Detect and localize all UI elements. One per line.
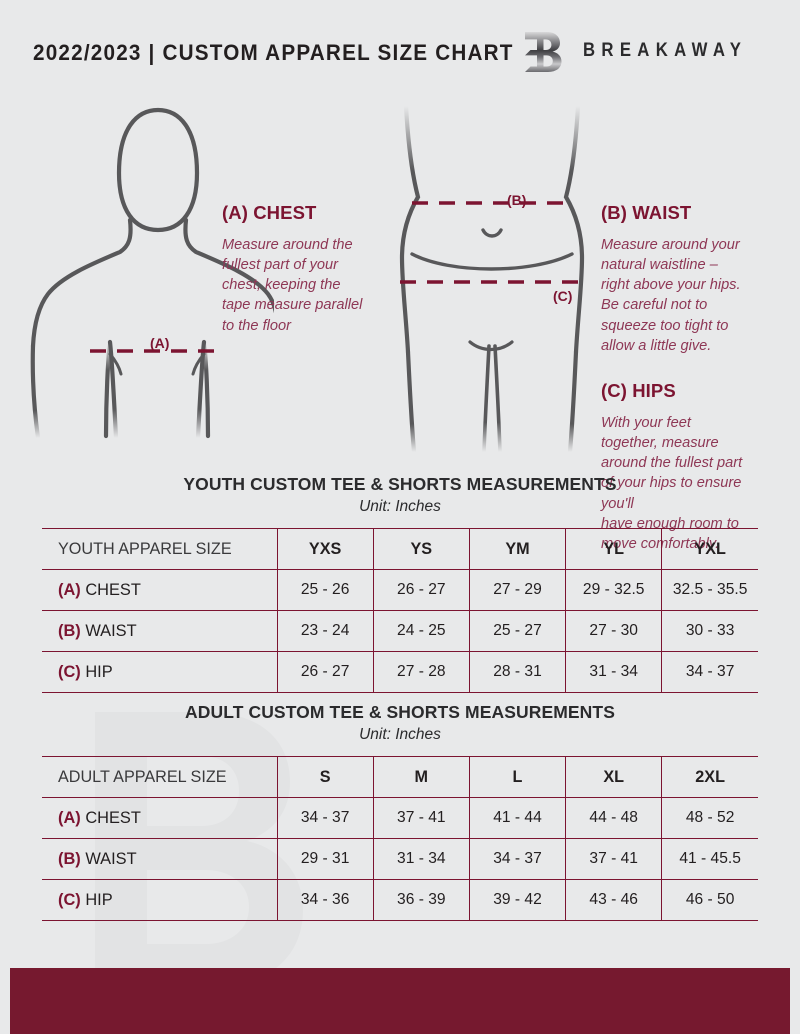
adult-measure-value: 44 - 48	[565, 797, 662, 839]
upper-body-figure	[30, 107, 274, 441]
youth-measure-value: 32.5 - 35.5	[661, 569, 758, 611]
adult-measure-value: 34 - 37	[468, 838, 566, 880]
measure-tag: (A)	[58, 580, 81, 599]
chest-marker-label: (A)	[150, 335, 170, 351]
youth-measure-value: 27 - 28	[372, 651, 470, 693]
youth-column-header: YM	[468, 528, 566, 570]
table-row: (B) WAIST 23 - 24 24 - 25 25 - 27 27 - 30 30 …	[42, 610, 758, 652]
youth-column-header: YS	[372, 528, 470, 570]
youth-section-title: YOUTH CUSTOM TEE & SHORTS MEASUREMENTS	[183, 474, 617, 494]
waist-marker-label: (B)	[507, 192, 527, 208]
youth-measure-value: 27 - 30	[565, 610, 662, 652]
adult-row-header-label: ADULT APPAREL SIZE	[42, 756, 278, 798]
adult-size-table: ADULT APPAREL SIZE S M L XL 2XL (A) CHEST 34 - …	[42, 756, 758, 921]
youth-section-unit: Unit: Inches	[359, 498, 441, 515]
adult-measure-label: (A) CHEST	[42, 797, 278, 839]
youth-measure-value: 26 - 27	[372, 569, 470, 611]
callout-chest-body: Measure around the fullest part of your …	[222, 237, 363, 334]
table-row: (C) HIP 26 - 27 27 - 28 28 - 31 31 - 34 34 - …	[42, 651, 758, 693]
table-row: (C) HIP 34 - 36 36 - 39 39 - 42 43 - 46 46 - …	[42, 879, 758, 921]
table-row: (A) CHEST 25 - 26 26 - 27 27 - 29 29 - 32.5 3…	[42, 569, 758, 611]
callout-waist-heading: (B) WAIST	[601, 202, 692, 223]
youth-measure-value: 31 - 34	[565, 651, 662, 693]
youth-size-table: YOUTH APPAREL SIZE YXS YS YM YL YXL (A) CHEST 2…	[42, 528, 758, 693]
adult-header-row: ADULT APPAREL SIZE S M L XL 2XL	[42, 756, 758, 798]
adult-section-unit: Unit: Inches	[359, 726, 441, 743]
youth-measure-label: (A) CHEST	[42, 569, 278, 611]
callout-chest-heading: (A) CHEST	[222, 202, 317, 223]
youth-measure-value: 28 - 31	[468, 651, 566, 693]
youth-measure-value: 29 - 32.5	[565, 569, 662, 611]
measure-tag: (C)	[58, 890, 81, 909]
page-title: 2022/2023 | CUSTOM APPAREL SIZE CHART	[33, 40, 514, 65]
footer-bar	[10, 968, 790, 1034]
youth-measure-value: 24 - 25	[372, 610, 470, 652]
adult-column-header: M	[372, 756, 470, 798]
youth-column-header: YXL	[661, 528, 758, 570]
youth-measure-value: 25 - 26	[276, 569, 374, 611]
callout-hips-heading: (C) HIPS	[601, 380, 676, 401]
adult-measure-value: 34 - 36	[276, 879, 374, 921]
table-row: (A) CHEST 34 - 37 37 - 41 41 - 44 44 - 48 48 …	[42, 797, 758, 839]
youth-row-header-label: YOUTH APPAREL SIZE	[42, 528, 278, 570]
adult-measure-value: 48 - 52	[661, 797, 758, 839]
adult-column-header: L	[468, 756, 566, 798]
youth-section: YOUTH CUSTOM TEE & SHORTS MEASUREMENTS U…	[42, 474, 758, 693]
adult-column-header: XL	[565, 756, 662, 798]
measure-tag: (C)	[58, 662, 81, 681]
adult-measure-value: 29 - 31	[276, 838, 374, 880]
adult-section: ADULT CUSTOM TEE & SHORTS MEASUREMENTS U…	[42, 702, 758, 921]
measure-tag: (B)	[58, 621, 81, 640]
callout-chest: (A) CHEST Measure around the fullest par…	[222, 202, 397, 336]
brand-wordmark: BREAKAWAY	[583, 40, 748, 61]
adult-measure-value: 37 - 41	[565, 838, 662, 880]
youth-header-row: YOUTH APPAREL SIZE YXS YS YM YL YXL	[42, 528, 758, 570]
measure-tag: (A)	[58, 808, 81, 827]
lower-body-figure	[399, 103, 585, 454]
youth-measure-value: 27 - 29	[468, 569, 566, 611]
adult-measure-value: 46 - 50	[661, 879, 758, 921]
adult-measure-value: 36 - 39	[372, 879, 470, 921]
adult-measure-value: 37 - 41	[372, 797, 470, 839]
adult-measure-label: (C) HIP	[42, 879, 278, 921]
adult-measure-value: 43 - 46	[565, 879, 662, 921]
adult-measure-value: 39 - 42	[468, 879, 566, 921]
adult-measure-value: 31 - 34	[372, 838, 470, 880]
hips-marker-label: (C)	[553, 288, 573, 304]
adult-section-title: ADULT CUSTOM TEE & SHORTS MEASUREMENTS	[185, 702, 615, 722]
breakaway-b-monogram-icon	[525, 32, 562, 72]
adult-measure-value: 41 - 45.5	[661, 838, 758, 880]
callout-waist-body: Measure around your natural waistline – …	[601, 237, 741, 354]
adult-measure-label: (B) WAIST	[42, 838, 278, 880]
adult-column-header: S	[276, 756, 374, 798]
youth-measure-label: (B) WAIST	[42, 610, 278, 652]
youth-measure-value: 23 - 24	[276, 610, 374, 652]
measurement-diagram: (A) (B) (C) (A) CHEST Measure around the…	[0, 96, 800, 552]
youth-measure-value: 26 - 27	[276, 651, 374, 693]
table-row: (B) WAIST 29 - 31 31 - 34 34 - 37 37 - 41 41 …	[42, 838, 758, 880]
youth-measure-label: (C) HIP	[42, 651, 278, 693]
adult-column-header: 2XL	[661, 756, 758, 798]
youth-column-header: YXS	[276, 528, 374, 570]
youth-measure-value: 34 - 37	[661, 651, 758, 693]
youth-measure-value: 30 - 33	[661, 610, 758, 652]
adult-measure-value: 34 - 37	[276, 797, 374, 839]
adult-measure-value: 41 - 44	[468, 797, 566, 839]
measure-tag: (B)	[58, 849, 81, 868]
brand-lockup: BREAKAWAY	[521, 28, 770, 74]
youth-measure-value: 25 - 27	[468, 610, 566, 652]
callout-waist: (B) WAIST Measure around your natural wa…	[601, 202, 781, 356]
youth-column-header: YL	[565, 528, 662, 570]
page-header: 2022/2023 | CUSTOM APPAREL SIZE CHART BR…	[0, 0, 800, 96]
